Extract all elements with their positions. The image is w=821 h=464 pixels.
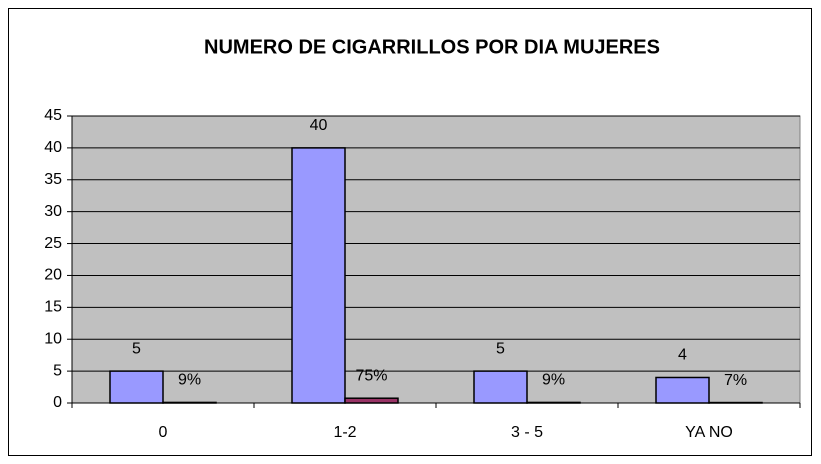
y-tick-label: 15 [44,299,62,316]
data-label: 4 [678,347,687,364]
bar [162,401,217,404]
data-label: 5 [132,340,141,357]
data-label: 9% [178,372,201,389]
bar [344,397,399,404]
y-tick-label: 5 [53,362,62,379]
x-tick-label: 1-2 [333,424,356,441]
y-tick-label: 25 [44,235,62,252]
y-tick-label: 40 [44,139,62,156]
bar [526,401,581,404]
plot-area [71,115,801,404]
y-tick-label: 35 [44,171,62,188]
chart-title: NUMERO DE CIGARRILLOS POR DIA MUJERES [204,36,660,58]
data-label: 9% [542,372,565,389]
bar [473,370,528,404]
data-label: 75% [355,367,387,384]
data-label: 5 [496,340,505,357]
data-label: 40 [310,117,328,134]
y-tick-label: 45 [44,107,62,124]
bar [655,376,710,404]
x-tick-label: 3 - 5 [511,424,543,441]
data-label: 7% [724,372,747,389]
x-tick-label: 0 [159,424,168,441]
x-tick-label: YA NO [685,424,733,441]
y-tick-label: 0 [53,394,62,411]
y-tick-label: 30 [44,203,62,220]
bar [109,370,164,404]
y-tick-label: 10 [44,330,62,347]
bar [291,147,346,404]
y-tick-label: 20 [44,267,62,284]
